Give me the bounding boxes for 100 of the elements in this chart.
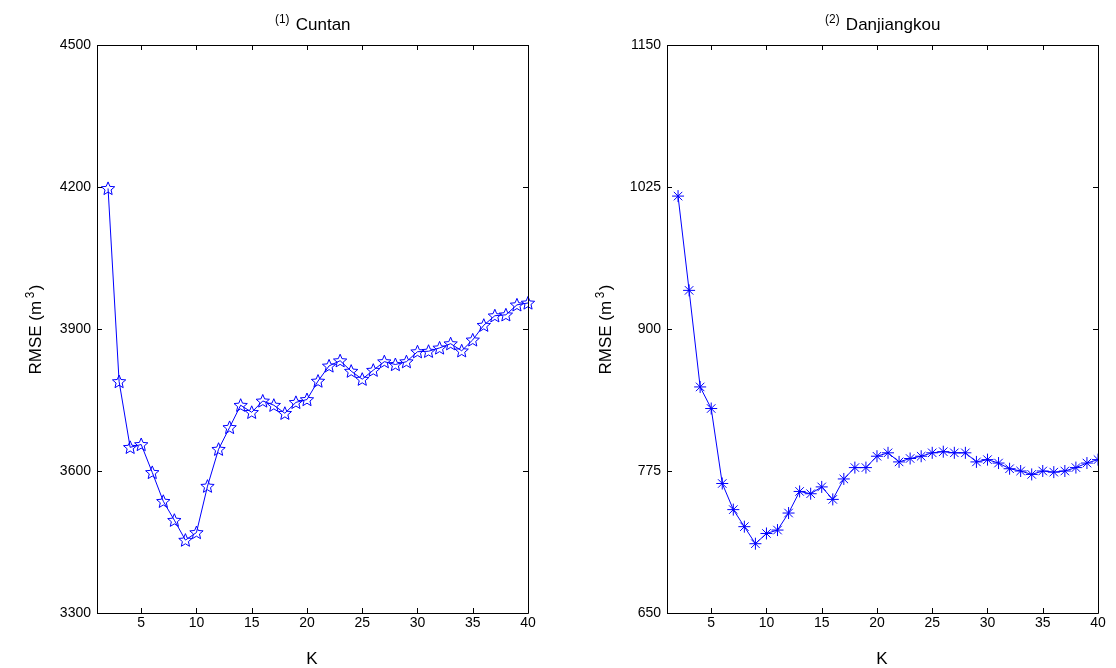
y-tick-label: 4200 [59,177,92,194]
point [443,336,458,351]
point [704,402,718,416]
point [782,506,796,520]
point [969,455,983,469]
point [748,537,762,551]
point [332,353,348,368]
point [156,494,171,508]
point [509,297,525,312]
point [410,344,425,359]
point [1003,462,1017,476]
point [388,357,403,372]
point [1080,456,1094,470]
point [793,484,807,498]
point [233,398,248,412]
point [737,520,751,534]
point [715,477,729,490]
x-tick-label: 20 [869,614,885,631]
point [465,332,480,347]
point [178,533,193,547]
point [487,308,502,323]
y-tick-label: 4500 [59,35,92,52]
point [815,480,829,494]
x-tick-label: 35 [1034,614,1051,631]
point [1025,467,1039,481]
point [1014,464,1028,478]
point [759,526,773,540]
point [454,343,469,358]
point [200,479,215,493]
point [892,455,906,469]
point [432,340,447,355]
point [123,440,138,454]
x-tick-label: 20 [299,614,315,631]
chart-title: (2) Danjiangkou [825,12,941,34]
point [255,393,270,408]
point [211,442,226,456]
point [771,523,785,537]
point [189,525,204,540]
point [804,487,818,501]
chart-title: (1) Cuntan [274,12,351,34]
point [476,318,491,332]
x-tick-label: 40 [520,614,536,631]
point [914,449,928,463]
x-tick-label: 25 [924,614,941,631]
point [299,392,315,407]
point [344,364,359,378]
point [100,181,116,196]
point [1036,464,1050,478]
x-tick-label: 25 [354,614,371,631]
x-tick-label: 30 [409,614,426,631]
point [321,358,337,373]
point [870,449,884,463]
point [1069,461,1083,475]
y-tick-label: 1150 [630,35,662,52]
point [1047,465,1061,479]
x-tick-label: 5 [707,614,716,631]
x-tick-label: 40 [1090,614,1106,631]
y-tick-label: 775 [637,461,662,478]
x-axis-title: K [876,649,889,668]
y-tick-label: 900 [637,319,662,336]
y-tick-label: 3300 [59,603,92,620]
point [859,461,873,475]
point [222,420,237,435]
point [145,465,160,480]
point [848,461,862,475]
point [520,295,536,310]
x-tick-label: 35 [464,614,481,631]
point [726,503,740,517]
x-tick-label: 5 [137,614,146,631]
point [671,189,685,203]
point [1058,464,1072,478]
point [134,437,149,452]
point [355,372,370,386]
x-axis-title: K [306,649,319,668]
y-axis-title: RMSE (m3) [23,284,45,375]
point [837,472,851,486]
point [399,354,414,369]
point [947,446,961,460]
point [826,492,840,506]
point [682,283,696,297]
point [958,446,972,460]
y-tick-label: 650 [637,603,662,620]
y-tick-label: 1025 [629,177,662,194]
x-tick-label: 10 [758,614,775,631]
point [167,513,182,527]
point [881,446,895,460]
point [903,452,917,465]
point [498,307,514,322]
point [266,398,281,412]
y-tick-label: 3900 [59,319,92,336]
x-tick-label: 10 [188,614,205,631]
point [980,453,994,467]
point [366,363,381,377]
x-tick-label: 30 [979,614,996,631]
point [992,456,1006,470]
point [377,354,392,369]
point [111,374,127,389]
point [693,380,707,394]
point [421,344,436,358]
y-axis-title: RMSE (m3) [593,284,615,375]
